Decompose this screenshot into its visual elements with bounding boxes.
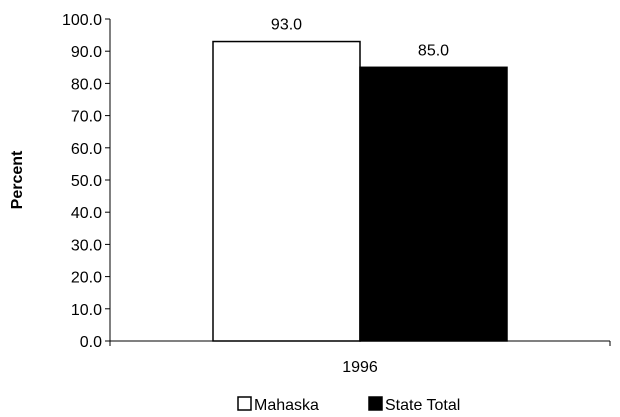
y-tick-label: 0.0	[80, 334, 102, 351]
x-axis: 1996	[109, 340, 611, 376]
y-tick-label: 40.0	[71, 205, 102, 222]
bar-mahaska	[212, 40, 361, 342]
bar-state-total	[359, 66, 508, 342]
y-axis: 0.0 10.0 20.0 30.0 40.0 50.0 60.0 70.0 80.0 90.0 1…	[62, 12, 111, 351]
y-tick-label: 50.0	[71, 173, 102, 190]
y-tick-label: 70.0	[71, 109, 102, 126]
legend-label: State Total	[385, 397, 460, 414]
legend-swatch	[237, 396, 252, 411]
legend-label: Mahaska	[254, 397, 319, 414]
data-label: 85.0	[418, 42, 449, 59]
y-tick-label: 100.0	[62, 12, 102, 29]
y-tick-label: 90.0	[71, 44, 102, 61]
y-axis-label: Percent	[9, 150, 26, 209]
data-label: 93.0	[271, 17, 302, 34]
data-labels: 93.0 85.0	[271, 17, 449, 60]
x-tick-label: 1996	[342, 359, 378, 376]
y-tick-label: 60.0	[71, 141, 102, 158]
legend-swatch	[368, 396, 383, 411]
y-tick-label: 20.0	[71, 270, 102, 287]
y-tick-label: 80.0	[71, 76, 102, 93]
legend: Mahaska State Total	[237, 396, 460, 414]
y-tick-label: 10.0	[71, 302, 102, 319]
y-tick-label: 30.0	[71, 237, 102, 254]
bars	[212, 40, 508, 342]
